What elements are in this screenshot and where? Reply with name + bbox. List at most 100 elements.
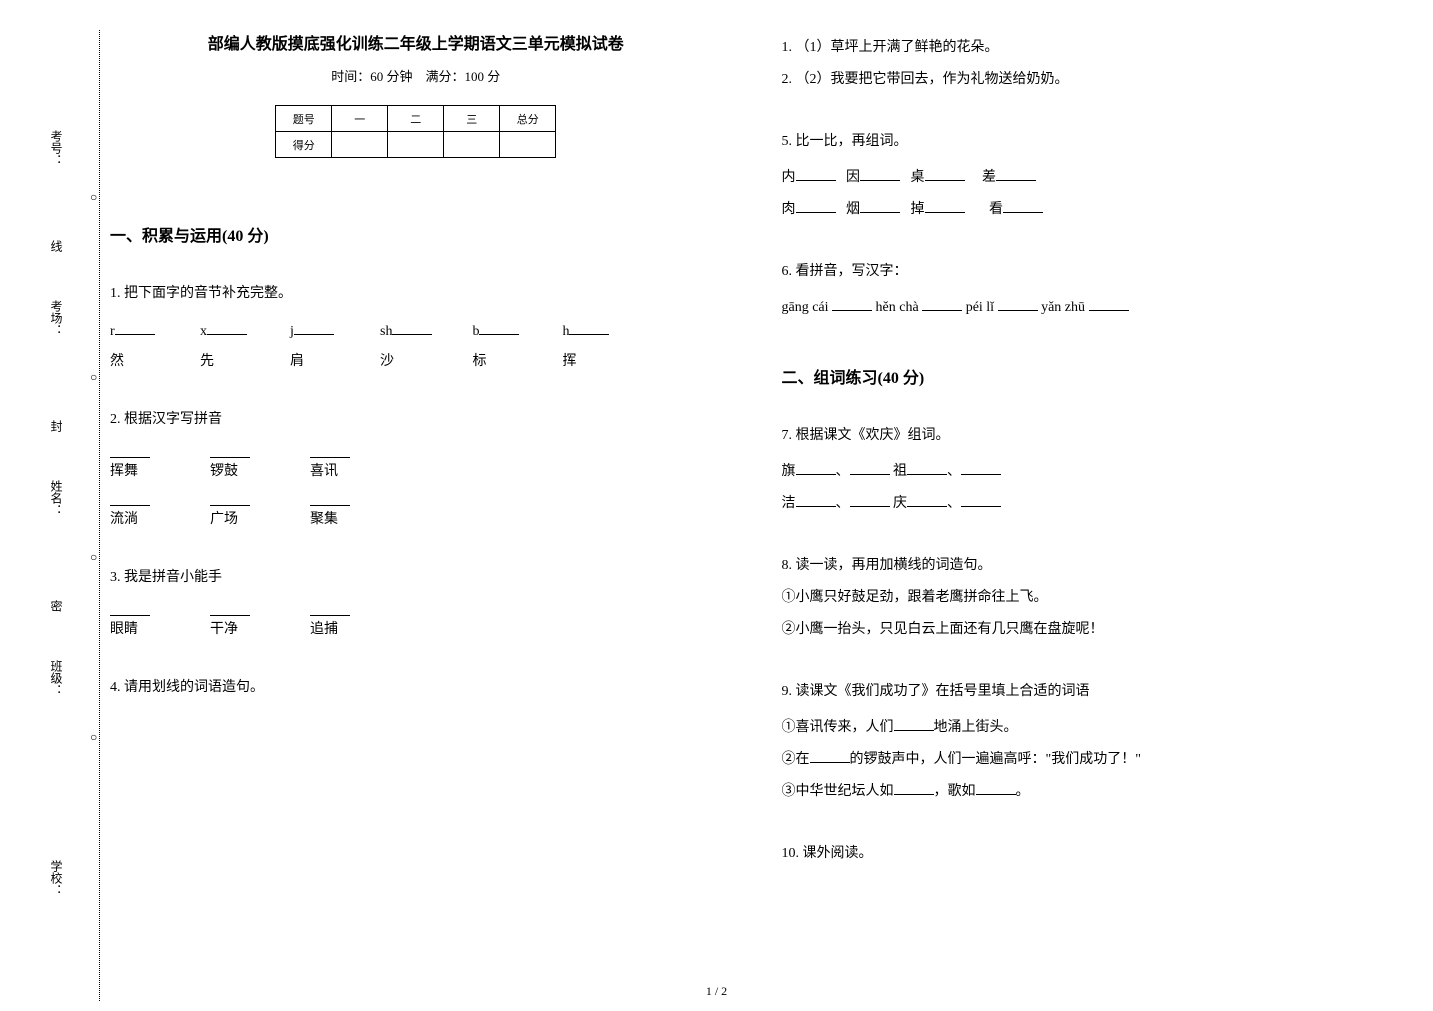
seal-word: 线 xyxy=(48,240,65,252)
blank[interactable] xyxy=(894,781,934,795)
hanzi: 广场 xyxy=(210,506,238,534)
blank[interactable] xyxy=(569,321,609,335)
q1: 1. 把下面字的音节补充完整。 r 然 x 先 j 肩 s xyxy=(110,276,722,376)
blank[interactable] xyxy=(860,167,900,181)
hanzi: 烟 xyxy=(846,202,860,217)
q-prompt: 8. 读一读，再用加横线的词造句。 xyxy=(782,552,1394,580)
td: 得分 xyxy=(276,132,332,158)
blank[interactable] xyxy=(110,492,150,506)
blank[interactable] xyxy=(115,321,155,335)
blank[interactable] xyxy=(961,493,1001,507)
td-blank[interactable] xyxy=(332,132,388,158)
q6: 6. 看拼音，写汉字： gāng cái hěn chà péi lǐ yǎn … xyxy=(782,254,1394,326)
blank[interactable] xyxy=(310,444,350,458)
hanzi: 掉 xyxy=(911,202,925,217)
hanzi: 肩 xyxy=(290,348,304,376)
hanzi: 眼睛 xyxy=(110,616,138,644)
blank[interactable] xyxy=(925,199,965,213)
binding-circle: ○ xyxy=(90,370,97,385)
blank[interactable] xyxy=(392,321,432,335)
text: 的锣鼓声中，人们一遍遍高呼："我们成功了！" xyxy=(850,752,1141,767)
blank[interactable] xyxy=(996,167,1036,181)
blank[interactable] xyxy=(860,199,900,213)
content-area: 部编人教版摸底强化训练二年级上学期语文三单元模拟试卷 时间：60 分钟 满分：1… xyxy=(110,30,1393,1001)
hanzi: 干净 xyxy=(210,616,238,644)
blank[interactable] xyxy=(796,493,836,507)
blank[interactable] xyxy=(210,602,250,616)
binding-circle: ○ xyxy=(90,190,97,205)
q-prompt: 2. 根据汉字写拼音 xyxy=(110,406,722,434)
section-heading: 二、组词练习(40 分) xyxy=(782,364,1394,388)
blank[interactable] xyxy=(1003,199,1043,213)
hanzi: 沙 xyxy=(380,348,394,376)
hanzi: 挥舞 xyxy=(110,458,138,486)
blank[interactable] xyxy=(907,461,947,475)
blank[interactable] xyxy=(810,749,850,763)
blank[interactable] xyxy=(961,461,1001,475)
q2: 2. 根据汉字写拼音 挥舞 锣鼓 喜讯 流淌 广场 聚集 xyxy=(110,402,722,534)
q-prompt: 4. 请用划线的词语造句。 xyxy=(110,674,722,702)
blank[interactable] xyxy=(210,444,250,458)
table-row: 得分 xyxy=(276,132,556,158)
py-prefix: x xyxy=(200,318,207,346)
binding-label: 姓名： xyxy=(48,480,65,516)
hanzi: 聚集 xyxy=(310,506,338,534)
td-blank[interactable] xyxy=(500,132,556,158)
word-item: 追捕 xyxy=(310,602,350,644)
blank[interactable] xyxy=(207,321,247,335)
q4: 4. 请用划线的词语造句。 xyxy=(110,670,722,706)
hanzi: 追捕 xyxy=(310,616,338,644)
blank[interactable] xyxy=(925,167,965,181)
hanzi: 祖 xyxy=(893,464,907,479)
blank[interactable] xyxy=(479,321,519,335)
blank[interactable] xyxy=(110,602,150,616)
blank[interactable] xyxy=(796,167,836,181)
blank[interactable] xyxy=(922,297,962,311)
blank[interactable] xyxy=(850,461,890,475)
hanzi: 然 xyxy=(110,348,124,376)
word-item: 锣鼓 xyxy=(210,444,250,486)
th: 三 xyxy=(444,106,500,132)
word-item: 干净 xyxy=(210,602,250,644)
blank[interactable] xyxy=(1089,297,1129,311)
blank[interactable] xyxy=(832,297,872,311)
text: ②在 xyxy=(782,752,810,767)
blank[interactable] xyxy=(850,493,890,507)
blank[interactable] xyxy=(294,321,334,335)
q5: 5. 比一比，再组词。 内 因 桌 差 肉 烟 掉 看 xyxy=(782,124,1394,228)
q-prompt: 5. 比一比，再组词。 xyxy=(782,128,1394,156)
blank[interactable] xyxy=(998,297,1038,311)
sentence: ①小鹰只好鼓足劲，跟着老鹰拼命往上飞。 xyxy=(782,584,1394,612)
blank[interactable] xyxy=(976,781,1016,795)
hanzi: 旗 xyxy=(782,464,796,479)
hanzi: 桌 xyxy=(911,170,925,185)
q4-continued: 1. （1）草坪上开满了鲜艳的花朵。 2. （2）我要把它带回去，作为礼物送给奶… xyxy=(782,30,1394,98)
q-prompt: 7. 根据课文《欢庆》组词。 xyxy=(782,422,1394,450)
blank[interactable] xyxy=(894,717,934,731)
sentence: 2. （2）我要把它带回去，作为礼物送给奶奶。 xyxy=(782,66,1394,94)
blank[interactable] xyxy=(310,492,350,506)
seal-word: 封 xyxy=(48,420,65,432)
blank[interactable] xyxy=(796,461,836,475)
td-blank[interactable] xyxy=(444,132,500,158)
blank[interactable] xyxy=(796,199,836,213)
q-prompt: 1. 把下面字的音节补充完整。 xyxy=(110,280,722,308)
q-prompt: 9. 读课文《我们成功了》在括号里填上合适的词语 xyxy=(782,678,1394,706)
th: 题号 xyxy=(276,106,332,132)
hanzi: 洁 xyxy=(782,496,796,511)
binding-label: 考场： xyxy=(48,300,65,336)
binding-label: 学校： xyxy=(48,860,65,896)
py-prefix: b xyxy=(472,318,479,346)
blank[interactable] xyxy=(210,492,250,506)
pinyin: gāng cái xyxy=(782,300,833,315)
q9: 9. 读课文《我们成功了》在括号里填上合适的词语 ①喜讯传来，人们地涌上街头。 … xyxy=(782,674,1394,810)
hanzi: 锣鼓 xyxy=(210,458,238,486)
td-blank[interactable] xyxy=(388,132,444,158)
word-item: 聚集 xyxy=(310,492,350,534)
q-prompt: 10. 课外阅读。 xyxy=(782,840,1394,868)
blank[interactable] xyxy=(907,493,947,507)
hanzi: 肉 xyxy=(782,202,796,217)
blank[interactable] xyxy=(110,444,150,458)
pinyin: péi lǐ xyxy=(966,300,998,315)
blank[interactable] xyxy=(310,602,350,616)
